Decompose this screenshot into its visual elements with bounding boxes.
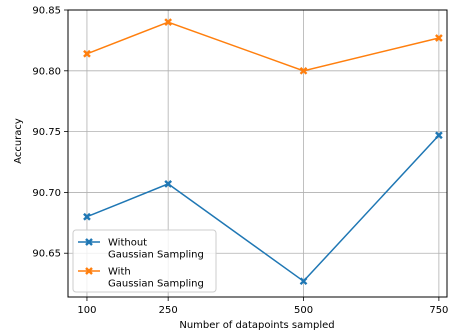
- data-point-marker: [83, 212, 91, 221]
- x-tick-label: 750: [429, 305, 448, 316]
- x-tick-label: 250: [159, 305, 178, 316]
- data-point-marker: [164, 180, 173, 188]
- data-point-marker: [164, 18, 173, 27]
- y-tick-label: 90.70: [32, 188, 61, 199]
- legend-label: Gaussian Sampling: [108, 279, 204, 290]
- series-layer: [83, 18, 443, 286]
- data-point-marker: [299, 277, 308, 286]
- x-axis-label: Number of datapoints sampled: [179, 320, 334, 331]
- axes: [67, 9, 448, 298]
- series-line-1: [86, 21, 440, 72]
- legend-label: Gaussian Sampling: [108, 250, 204, 261]
- legend-marker: [85, 267, 93, 275]
- y-tick-label: 90.85: [32, 6, 61, 17]
- y-tick-label: 90.80: [32, 66, 61, 77]
- plot-frame: [67, 9, 448, 298]
- x-tick-label: 100: [77, 305, 96, 316]
- x-tick-label: 500: [294, 305, 313, 316]
- data-point-marker: [83, 49, 91, 58]
- legend-marker: [85, 238, 93, 246]
- legend-box: [72, 229, 217, 293]
- legend-label: With: [108, 267, 131, 278]
- legend-label: Without: [108, 238, 147, 249]
- y-axis-label: Accuracy: [13, 118, 24, 164]
- series-line-0: [86, 134, 440, 283]
- data-point-marker: [435, 131, 443, 140]
- ticks: 100 250 500 750 90.65 90.70 90.75 90.80 90.85: [32, 6, 448, 317]
- y-tick-label: 90.75: [32, 127, 61, 138]
- data-point-marker: [435, 34, 443, 42]
- data-point-marker: [299, 66, 308, 75]
- y-tick-label: 90.65: [32, 249, 61, 260]
